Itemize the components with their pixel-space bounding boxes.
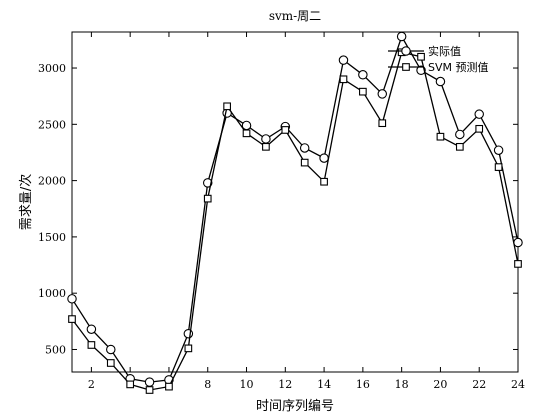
series-2 (68, 48, 522, 394)
data-point-square (300, 158, 309, 167)
x-tick-label: 24 (511, 378, 525, 391)
data-point-square (165, 382, 173, 391)
x-tick-label: 18 (395, 378, 409, 391)
y-tick-label: 2500 (38, 118, 66, 131)
data-point-circle (144, 377, 155, 387)
data-point-square (242, 129, 251, 138)
series-layer (67, 31, 523, 394)
series-line (71, 34, 519, 383)
data-point-circle (183, 328, 194, 339)
legend-item: SVM 预测值 (388, 61, 489, 74)
data-point-square (262, 142, 270, 151)
legend-label: SVM 预测值 (428, 61, 489, 74)
data-point-square (203, 194, 212, 203)
series-line (71, 51, 519, 391)
x-tick-label: 8 (204, 378, 211, 391)
data-point-square (126, 380, 135, 389)
data-point-square (87, 341, 96, 349)
data-point-square (68, 315, 76, 323)
data-point-circle (299, 143, 310, 153)
data-point-square (378, 119, 387, 128)
chart-title: svm-周二 (269, 9, 321, 23)
data-point-circle (202, 178, 213, 188)
data-point-circle (338, 55, 349, 65)
data-point-circle (474, 109, 484, 119)
plot-area-frame (71, 31, 519, 373)
x-tick-label: 16 (356, 378, 370, 391)
data-point-circle (319, 153, 329, 163)
x-axis: 24681012141618202224 (88, 32, 525, 391)
x-axis-label: 时间序列编号 (256, 399, 334, 414)
data-point-circle (396, 31, 407, 42)
y-tick-label: 1500 (38, 231, 66, 244)
y-tick-label: 2000 (38, 175, 66, 188)
data-point-circle (106, 344, 116, 355)
data-point-square (455, 142, 464, 151)
x-tick-label: 20 (433, 378, 447, 391)
y-tick-label: 1000 (38, 287, 66, 300)
x-tick-label: 22 (472, 378, 486, 391)
data-point-square (514, 260, 522, 268)
data-point-square (475, 124, 484, 133)
legend: 实际值 SVM 预测值 (388, 44, 489, 74)
legend-marker-square (402, 63, 410, 71)
x-tick-label: 14 (317, 378, 331, 391)
data-point-square (417, 52, 425, 61)
data-point-square (106, 359, 115, 367)
data-point-circle (67, 294, 77, 304)
data-point-square (281, 126, 290, 134)
data-point-square (494, 163, 503, 171)
data-point-circle (455, 129, 465, 140)
y-tick-label: 500 (45, 343, 66, 356)
x-tick-label: 10 (240, 378, 254, 391)
data-point-circle (358, 70, 368, 80)
x-tick-label: 12 (278, 378, 292, 391)
y-axis-label: 需求量/次 (18, 174, 34, 230)
data-point-circle (493, 145, 504, 155)
y-tick-label: 3000 (38, 62, 66, 75)
data-point-square (436, 132, 445, 141)
data-point-circle (513, 237, 523, 248)
data-point-circle (86, 324, 97, 334)
legend-label: 实际值 (428, 44, 461, 58)
legend-item: 实际值 (388, 44, 461, 58)
data-point-square (339, 75, 348, 84)
data-point-square (359, 87, 367, 96)
x-tick-label: 2 (88, 378, 95, 391)
y-axis: 500 1000 1500 2000 2500 3000 (38, 62, 518, 356)
data-point-square (145, 386, 154, 394)
data-point-circle (261, 134, 271, 144)
data-point-circle (435, 76, 446, 87)
legend-marker-circle (401, 46, 411, 56)
data-point-square (320, 177, 328, 186)
data-point-square (184, 344, 193, 353)
data-point-square (223, 102, 231, 111)
series-1 (67, 31, 523, 387)
data-point-circle (377, 89, 388, 99)
